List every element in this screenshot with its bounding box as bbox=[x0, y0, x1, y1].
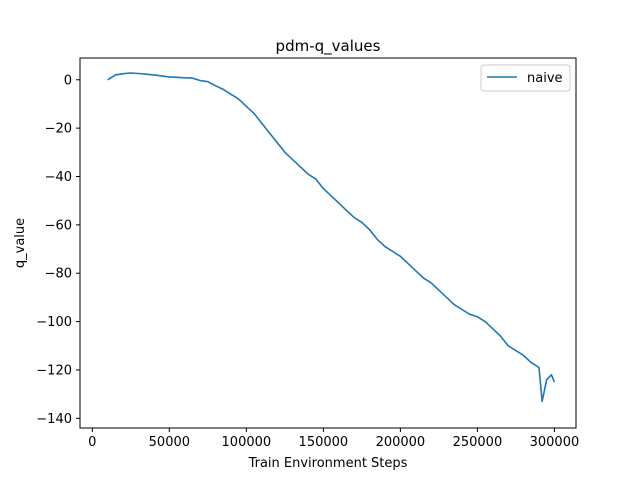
x-tick-label: 0 bbox=[88, 435, 96, 450]
x-tick-label: 50000 bbox=[149, 435, 190, 450]
y-axis-ticks: 0 −20 −40 −60 −80 −100 −120 −140 bbox=[36, 73, 80, 427]
series-line-naive bbox=[107, 72, 556, 403]
x-axis-ticks: 0 50000 100000 150000 200000 250000 300000 bbox=[88, 428, 579, 450]
y-tick-label: −60 bbox=[45, 218, 72, 233]
y-tick-label: −120 bbox=[36, 363, 72, 378]
y-axis-label: q_value bbox=[13, 218, 28, 268]
legend: naive bbox=[480, 64, 571, 92]
x-tick-label: 200000 bbox=[376, 435, 426, 450]
x-tick-label: 300000 bbox=[530, 435, 580, 450]
legend-label-naive: naive bbox=[527, 71, 563, 86]
y-tick-label: −80 bbox=[45, 267, 72, 282]
chart-title: pdm-q_values bbox=[276, 37, 381, 56]
y-tick-label: −100 bbox=[36, 315, 72, 330]
y-tick-label: 0 bbox=[64, 73, 72, 88]
y-tick-label: −40 bbox=[45, 170, 72, 185]
y-tick-label: −140 bbox=[36, 412, 72, 427]
x-tick-label: 100000 bbox=[222, 435, 272, 450]
x-tick-label: 150000 bbox=[299, 435, 349, 450]
x-tick-label: 250000 bbox=[453, 435, 503, 450]
plot-frame bbox=[79, 57, 577, 429]
x-axis-label: Train Environment Steps bbox=[248, 456, 408, 471]
y-tick-label: −20 bbox=[45, 122, 72, 137]
legend-box bbox=[480, 64, 571, 92]
